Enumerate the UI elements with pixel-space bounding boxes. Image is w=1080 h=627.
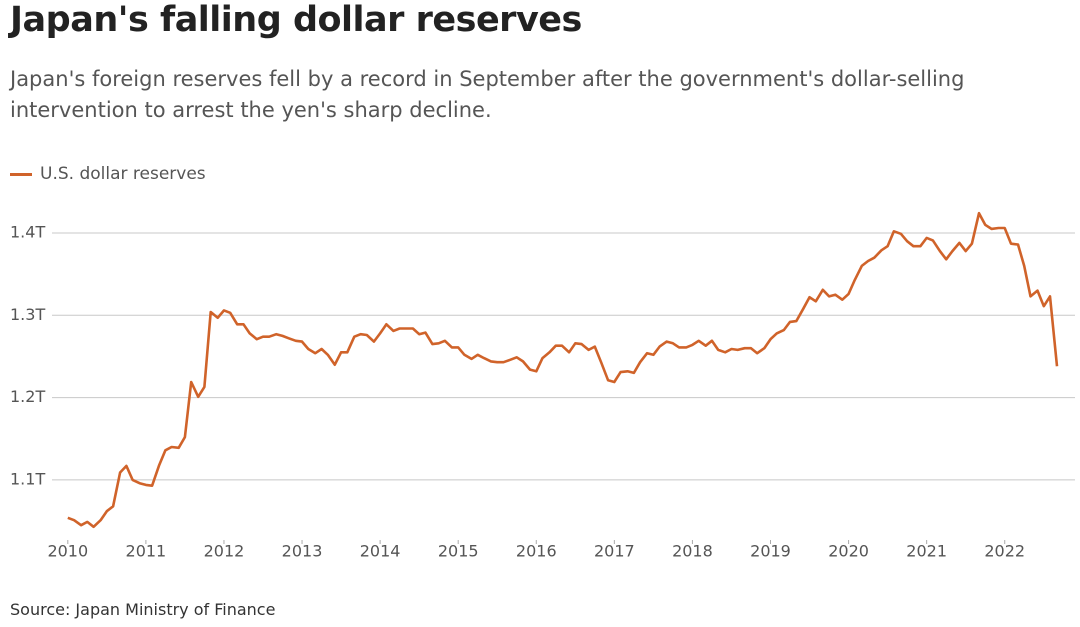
chart-subtitle: Japan's foreign reserves fell by a recor…	[10, 67, 965, 122]
chart-title: Japan's falling dollar reserves	[10, 0, 582, 40]
x-tick-label: 2020	[828, 542, 869, 561]
y-tick-label: 1.3T	[10, 305, 45, 324]
y-tick-label: 1.2T	[10, 387, 45, 406]
x-tick-label: 2015	[438, 542, 479, 561]
x-tick-label: 2019	[750, 542, 791, 561]
x-tick-label: 2012	[204, 542, 245, 561]
x-tick-label: 2017	[594, 542, 635, 561]
chart: 1.1T 1.2T 1.3T 1.4T 2010 2011 2012 2013 2014 2015…	[10, 211, 1075, 561]
legend: U.S. dollar reserves	[10, 164, 206, 184]
legend-swatch	[10, 172, 32, 176]
x-tick-label: 2021	[906, 542, 947, 561]
x-tick-label: 2014	[360, 542, 401, 561]
legend-label: U.S. dollar reserves	[40, 164, 206, 184]
x-tick-label: 2016	[516, 542, 557, 561]
data-line	[67, 211, 1059, 529]
y-tick-label: 1.4T	[10, 222, 45, 241]
x-tick-label: 2018	[672, 542, 713, 561]
x-tick-label: 2010	[47, 542, 88, 561]
x-tick-label: 2011	[126, 542, 167, 561]
x-tick-label: 2022	[984, 542, 1025, 561]
x-tick-label: 2013	[282, 542, 323, 561]
y-tick-label: 1.1T	[10, 469, 45, 488]
source: Source: Japan Ministry of Finance	[10, 600, 276, 619]
